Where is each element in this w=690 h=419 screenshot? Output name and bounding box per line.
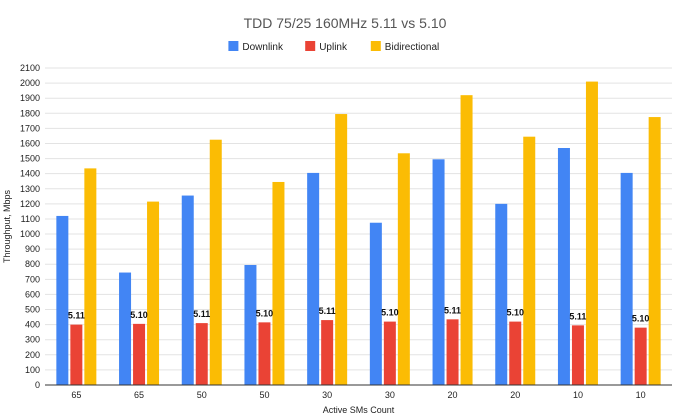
bar-uplink-0 bbox=[70, 324, 83, 385]
y-axis-ticks: 0 100 200 300 400 500 600 700 800 900 1000 1100 1200… bbox=[20, 63, 40, 390]
legend-label-bidirectional: Bidirectional bbox=[385, 42, 439, 53]
data-label: 5.11 bbox=[68, 311, 85, 321]
y-tick-label: 100 bbox=[25, 365, 40, 375]
x-tick-label: 50 bbox=[259, 390, 269, 400]
data-label: 5.10 bbox=[506, 308, 524, 318]
x-tick-label: 10 bbox=[573, 390, 583, 400]
bar-bidirectional-5 bbox=[397, 153, 410, 385]
bar-downlink-0 bbox=[56, 215, 69, 385]
data-label: 5.11 bbox=[569, 311, 586, 321]
chart-title: TDD 75/25 160MHz 5.11 vs 5.10 bbox=[244, 15, 447, 31]
legend-label-uplink: Uplink bbox=[319, 42, 348, 53]
bar-downlink-7 bbox=[495, 203, 508, 385]
legend-label-downlink: Downlink bbox=[242, 42, 284, 53]
bar-uplink-3 bbox=[258, 322, 271, 385]
bar-uplink-2 bbox=[195, 323, 208, 385]
y-tick-label: 1200 bbox=[20, 199, 40, 209]
bar-downlink-8 bbox=[557, 148, 570, 385]
bar-downlink-5 bbox=[369, 222, 382, 385]
y-tick-label: 1400 bbox=[20, 169, 40, 179]
data-label: 5.10 bbox=[632, 314, 650, 324]
x-tick-label: 30 bbox=[322, 390, 332, 400]
bar-downlink-2 bbox=[181, 195, 194, 385]
y-tick-label: 300 bbox=[25, 335, 40, 345]
y-tick-label: 1700 bbox=[20, 123, 40, 133]
x-tick-label: 30 bbox=[385, 390, 395, 400]
y-tick-label: 1300 bbox=[20, 184, 40, 194]
x-tick-label: 20 bbox=[510, 390, 520, 400]
y-tick-label: 1500 bbox=[20, 154, 40, 164]
bar-bidirectional-7 bbox=[523, 136, 536, 385]
x-tick-label: 65 bbox=[71, 390, 81, 400]
bar-uplink-1 bbox=[133, 323, 146, 385]
y-tick-label: 600 bbox=[25, 289, 40, 299]
bar-downlink-3 bbox=[244, 264, 257, 385]
bar-bidirectional-9 bbox=[648, 117, 661, 386]
y-tick-label: 2000 bbox=[20, 78, 40, 88]
y-tick-label: 1900 bbox=[20, 93, 40, 103]
data-label: 5.11 bbox=[319, 306, 336, 316]
data-label: 5.10 bbox=[256, 308, 274, 318]
data-label: 5.10 bbox=[130, 310, 148, 320]
bar-downlink-4 bbox=[307, 172, 320, 385]
data-labels: 5.11 5.10 5.11 5.10 5.11 5.10 5.11 5.10 5.11 5.10 bbox=[68, 305, 650, 323]
y-tick-label: 900 bbox=[25, 244, 40, 254]
y-tick-label: 1100 bbox=[21, 214, 40, 224]
x-axis-title: Active SMs Count bbox=[323, 405, 395, 415]
data-label: 5.10 bbox=[381, 308, 399, 318]
bar-downlink-6 bbox=[432, 159, 445, 385]
y-tick-label: 1000 bbox=[20, 229, 40, 239]
y-tick-label: 200 bbox=[25, 350, 40, 360]
x-tick-label: 20 bbox=[448, 390, 458, 400]
bar-bidirectional-1 bbox=[147, 201, 160, 385]
bar-bidirectional-8 bbox=[585, 81, 598, 385]
legend-swatch-uplink bbox=[305, 41, 316, 51]
bars bbox=[56, 81, 661, 386]
bar-bidirectional-3 bbox=[272, 181, 285, 385]
y-axis-title: Throughput, Mbps bbox=[2, 189, 12, 263]
data-label: 5.11 bbox=[193, 309, 210, 319]
legend: Downlink Uplink Bidirectional bbox=[228, 41, 439, 53]
bar-uplink-9 bbox=[634, 327, 647, 385]
y-tick-label: 2100 bbox=[20, 63, 40, 73]
y-tick-label: 0 bbox=[35, 380, 40, 390]
y-tick-label: 1800 bbox=[20, 108, 40, 118]
y-tick-label: 700 bbox=[25, 274, 40, 284]
data-label: 5.11 bbox=[444, 305, 461, 315]
bar-downlink-1 bbox=[119, 272, 132, 385]
bar-uplink-6 bbox=[446, 319, 459, 385]
x-axis-ticks: 65 65 50 50 30 30 20 20 10 10 bbox=[71, 390, 645, 400]
y-tick-label: 500 bbox=[25, 305, 40, 315]
bar-uplink-5 bbox=[383, 321, 396, 385]
bar-bidirectional-2 bbox=[209, 139, 222, 385]
legend-swatch-downlink bbox=[228, 41, 239, 51]
bar-uplink-4 bbox=[321, 320, 334, 385]
legend-swatch-bidirectional bbox=[370, 41, 381, 51]
y-tick-label: 400 bbox=[25, 320, 40, 330]
bar-uplink-8 bbox=[571, 325, 584, 385]
bar-downlink-9 bbox=[620, 172, 633, 385]
bar-bidirectional-6 bbox=[460, 95, 473, 386]
bar-bidirectional-4 bbox=[335, 114, 348, 386]
x-tick-label: 50 bbox=[197, 390, 207, 400]
bar-bidirectional-0 bbox=[84, 168, 97, 385]
x-tick-label: 10 bbox=[636, 390, 646, 400]
y-tick-label: 800 bbox=[25, 259, 40, 269]
x-tick-label: 65 bbox=[134, 390, 144, 400]
y-tick-label: 1600 bbox=[20, 138, 40, 148]
bar-uplink-7 bbox=[509, 321, 522, 385]
